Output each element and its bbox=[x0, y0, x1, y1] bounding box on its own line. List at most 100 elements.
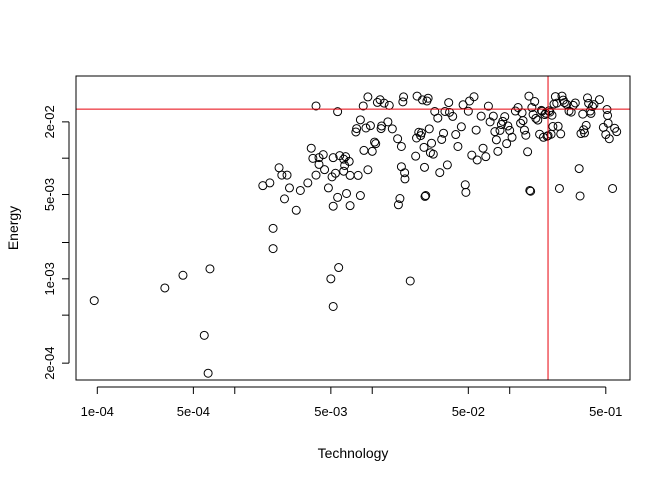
data-point bbox=[427, 138, 437, 148]
data-point bbox=[353, 170, 363, 180]
data-point bbox=[205, 264, 215, 274]
data-point bbox=[444, 98, 454, 108]
data-point bbox=[553, 121, 563, 131]
data-point bbox=[411, 151, 421, 161]
data-point bbox=[559, 98, 569, 108]
data-point bbox=[344, 156, 354, 166]
data-point bbox=[365, 121, 375, 131]
x-axis-label: Technology bbox=[318, 445, 389, 461]
data-point bbox=[333, 192, 343, 202]
data-point bbox=[314, 159, 324, 169]
data-point bbox=[483, 101, 493, 111]
data-point bbox=[472, 155, 482, 165]
data-point bbox=[507, 132, 517, 142]
data-point bbox=[544, 106, 554, 116]
data-point bbox=[399, 92, 409, 102]
x-tick-label: 5e-04 bbox=[177, 404, 210, 419]
y-tick-label: 5e-03 bbox=[42, 178, 57, 211]
data-point bbox=[493, 146, 503, 156]
data-point bbox=[358, 101, 368, 111]
data-point bbox=[89, 296, 99, 306]
data-points bbox=[89, 91, 622, 378]
data-point bbox=[268, 223, 278, 233]
data-point bbox=[308, 153, 318, 163]
x-tick-label: 5e-01 bbox=[589, 404, 622, 419]
data-point bbox=[516, 118, 526, 128]
data-point bbox=[435, 168, 445, 178]
data-point bbox=[575, 191, 585, 201]
y-axis-label: Energy bbox=[5, 206, 21, 250]
data-point bbox=[306, 143, 316, 153]
data-point bbox=[502, 139, 512, 149]
data-point bbox=[265, 178, 275, 188]
data-point bbox=[589, 100, 599, 110]
data-point bbox=[451, 130, 461, 140]
data-point bbox=[478, 143, 488, 153]
data-point bbox=[339, 154, 349, 164]
data-point bbox=[574, 164, 584, 174]
data-point bbox=[566, 107, 576, 117]
data-point bbox=[398, 97, 408, 107]
data-point bbox=[303, 178, 313, 188]
data-point bbox=[433, 113, 443, 123]
data-point bbox=[370, 137, 380, 147]
data-point bbox=[355, 115, 365, 125]
data-point bbox=[570, 98, 580, 108]
data-point bbox=[387, 124, 397, 134]
data-point bbox=[556, 129, 566, 139]
data-point bbox=[538, 132, 548, 142]
data-point bbox=[548, 122, 558, 132]
data-point bbox=[603, 118, 613, 128]
data-point bbox=[469, 92, 479, 102]
x-tick-label: 1e-04 bbox=[81, 404, 114, 419]
data-point bbox=[498, 116, 508, 126]
data-point bbox=[463, 106, 473, 116]
data-point bbox=[530, 97, 540, 107]
data-point bbox=[612, 127, 622, 137]
data-point bbox=[277, 170, 287, 180]
data-point bbox=[284, 183, 294, 193]
data-point bbox=[420, 191, 430, 201]
data-point bbox=[595, 95, 605, 105]
data-point bbox=[519, 125, 529, 135]
data-point bbox=[524, 91, 534, 101]
data-point bbox=[557, 91, 567, 101]
data-point bbox=[405, 276, 415, 286]
data-point bbox=[476, 111, 486, 121]
data-point bbox=[282, 170, 292, 180]
data-point bbox=[533, 115, 543, 125]
data-point bbox=[550, 92, 560, 102]
data-point bbox=[527, 103, 537, 113]
data-point bbox=[525, 185, 535, 195]
data-point bbox=[554, 183, 564, 193]
data-point bbox=[367, 146, 377, 156]
data-point bbox=[417, 95, 427, 105]
data-point bbox=[604, 134, 614, 144]
data-point bbox=[491, 135, 501, 145]
data-point bbox=[523, 147, 533, 157]
y-tick-label: 2e-02 bbox=[42, 105, 57, 138]
data-point bbox=[608, 183, 618, 193]
data-point bbox=[531, 113, 541, 123]
data-point bbox=[460, 180, 470, 190]
data-point bbox=[274, 163, 284, 173]
data-point bbox=[295, 185, 305, 195]
data-point bbox=[603, 110, 613, 120]
data-point bbox=[328, 153, 338, 163]
data-point bbox=[379, 98, 389, 108]
data-point bbox=[393, 200, 403, 210]
data-point bbox=[423, 93, 433, 103]
data-point bbox=[339, 166, 349, 176]
data-point bbox=[320, 165, 330, 175]
data-point bbox=[412, 91, 422, 101]
x-tick-label: 5e-02 bbox=[452, 404, 485, 419]
data-point bbox=[467, 150, 477, 160]
data-point bbox=[383, 117, 393, 127]
data-point bbox=[442, 160, 452, 170]
data-point bbox=[363, 92, 373, 102]
data-point bbox=[355, 191, 365, 201]
data-point bbox=[203, 368, 213, 378]
data-point bbox=[526, 186, 536, 196]
y-axis-ticks: 2e-04 1e-03 5e-03 2e-02 bbox=[42, 105, 70, 380]
